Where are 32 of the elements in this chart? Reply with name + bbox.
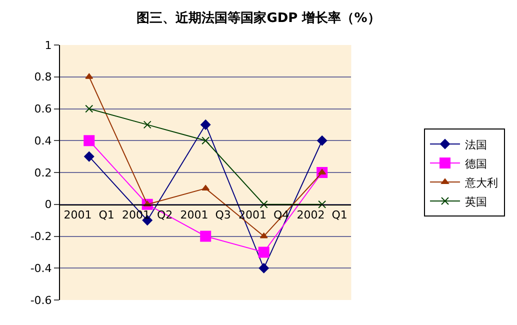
- point: [260, 232, 268, 238]
- chart-title: 图三、近期法国等国家GDP 增长率（%）: [136, 10, 380, 26]
- y-tick-label: -0.6: [30, 294, 52, 307]
- point: [318, 200, 326, 208]
- x-tick-label: 2001 Q1: [64, 208, 114, 222]
- point: [258, 263, 269, 274]
- point: [202, 184, 210, 190]
- y-tick-label: 0.8: [34, 70, 52, 84]
- legend-label: 德国: [465, 157, 487, 170]
- point: [258, 246, 270, 258]
- point: [85, 104, 94, 113]
- point: [85, 73, 94, 79]
- y-tick-label: -0.4: [30, 262, 52, 275]
- point: [260, 200, 268, 208]
- y-tick-label: 0.6: [34, 102, 52, 116]
- y-tick-label: 1: [44, 38, 52, 52]
- legend-label: 法国: [465, 138, 487, 152]
- point: [317, 136, 328, 146]
- point: [200, 120, 211, 130]
- y-tick-label: 0.2: [34, 166, 52, 180]
- legend-label: 意大利: [464, 176, 498, 190]
- y-tick-label: 0: [44, 198, 52, 212]
- point: [143, 120, 152, 129]
- point: [200, 230, 212, 242]
- point: [84, 135, 95, 146]
- point: [84, 152, 94, 162]
- y-tick-label: 0.4: [34, 134, 52, 148]
- point: [202, 136, 210, 145]
- x-tick-label: 2001 Q3: [180, 208, 231, 222]
- y-tick-label: -0.2: [30, 230, 52, 244]
- x-tick-label: 2002 Q1: [296, 208, 348, 222]
- legend-label: 英国: [465, 195, 487, 208]
